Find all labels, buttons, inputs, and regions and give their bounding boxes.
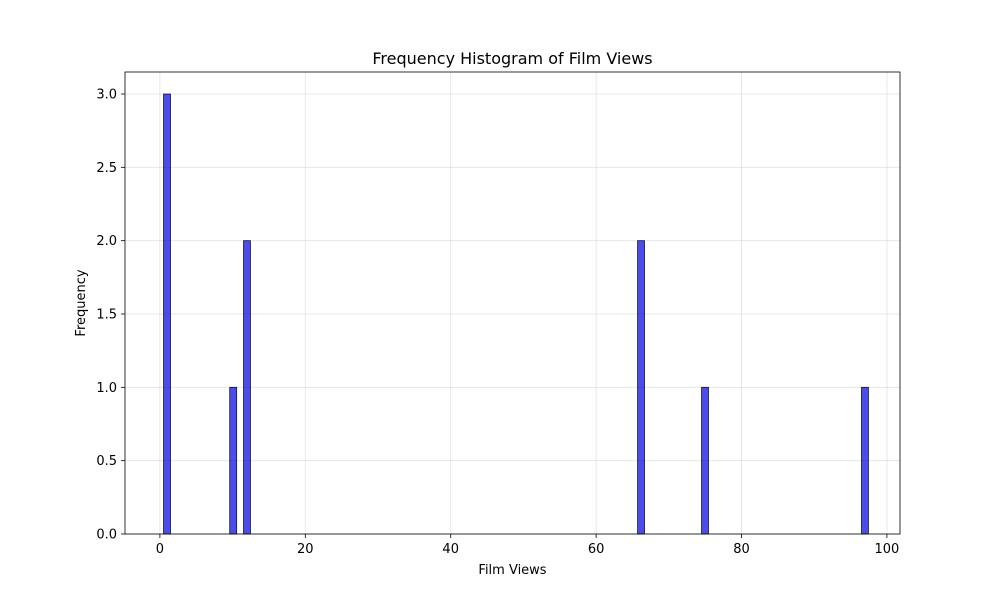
y-axis-label: Frequency bbox=[74, 269, 89, 336]
y-tick-label: 0.5 bbox=[96, 454, 117, 469]
x-tick-label: 20 bbox=[297, 542, 314, 557]
chart-title: Frequency Histogram of Film Views bbox=[372, 49, 652, 68]
x-tick-label: 0 bbox=[156, 542, 164, 557]
y-tick-label: 1.5 bbox=[96, 308, 117, 323]
x-tick-label: 40 bbox=[442, 542, 459, 557]
y-tick-label: 2.5 bbox=[96, 161, 117, 176]
grid bbox=[125, 72, 900, 535]
histogram-bar bbox=[861, 386, 869, 535]
y-tick-label: 0.0 bbox=[96, 528, 117, 543]
histogram-bar bbox=[637, 240, 645, 535]
histogram-bar bbox=[701, 386, 709, 535]
x-tick-label: 60 bbox=[588, 542, 605, 557]
y-tick-label: 3.0 bbox=[96, 88, 117, 103]
x-tick-label: 100 bbox=[874, 542, 899, 557]
histogram-bar bbox=[243, 240, 251, 535]
y-tick-label: 1.0 bbox=[96, 381, 117, 396]
x-axis-label: Film Views bbox=[478, 563, 546, 578]
x-axis: 0 20 40 60 80 100 bbox=[156, 534, 899, 557]
y-tick-label: 2.0 bbox=[96, 234, 117, 249]
histogram-bar bbox=[229, 386, 238, 535]
y-axis: 0.0 0.5 1.0 1.5 2.0 2.5 3.0 bbox=[96, 88, 125, 543]
x-tick-label: 80 bbox=[733, 542, 750, 557]
plot-frame bbox=[124, 71, 901, 535]
histogram-bar bbox=[163, 93, 171, 535]
